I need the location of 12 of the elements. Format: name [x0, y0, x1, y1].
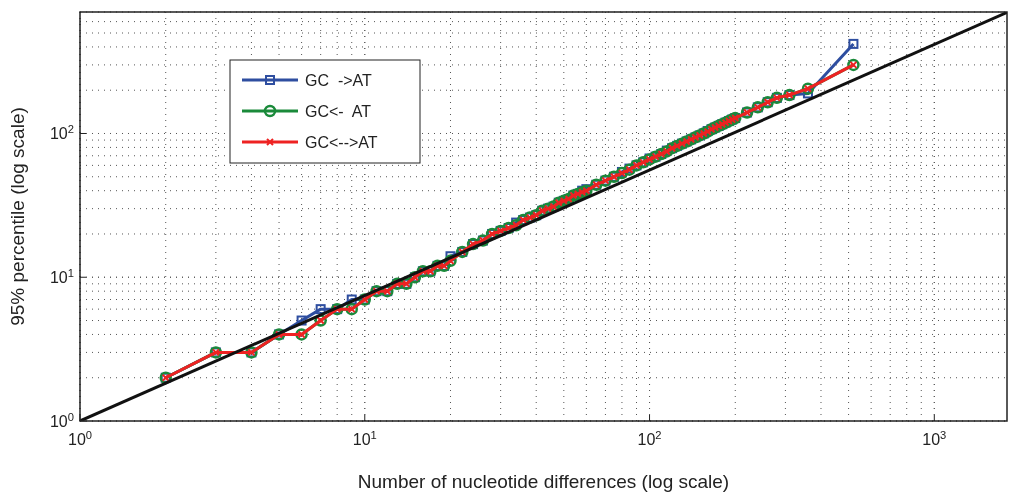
x-tick-label: 10$^{0}$ — [67, 429, 93, 448]
y-axis-title: 95% percentile (log scale) — [7, 107, 28, 326]
y-tick-label: 10$^{1}$ — [49, 267, 74, 287]
x-tick-label: 10$^{3}$ — [922, 429, 947, 448]
y-tick-label: 10$^{2}$ — [49, 123, 74, 143]
legend-label: GC ->AT — [305, 72, 373, 89]
x-tick-label: 10$^{1}$ — [352, 429, 377, 448]
y-tick-label: 10$^{0}$ — [49, 411, 74, 430]
x-axis-title: Number of nucleotide differences (log scale) — [357, 471, 730, 492]
legend-label: GC<- AT — [305, 103, 372, 120]
legend-label: GC<-->AT — [305, 134, 378, 151]
x-tick-label: 10$^{2}$ — [637, 429, 662, 448]
